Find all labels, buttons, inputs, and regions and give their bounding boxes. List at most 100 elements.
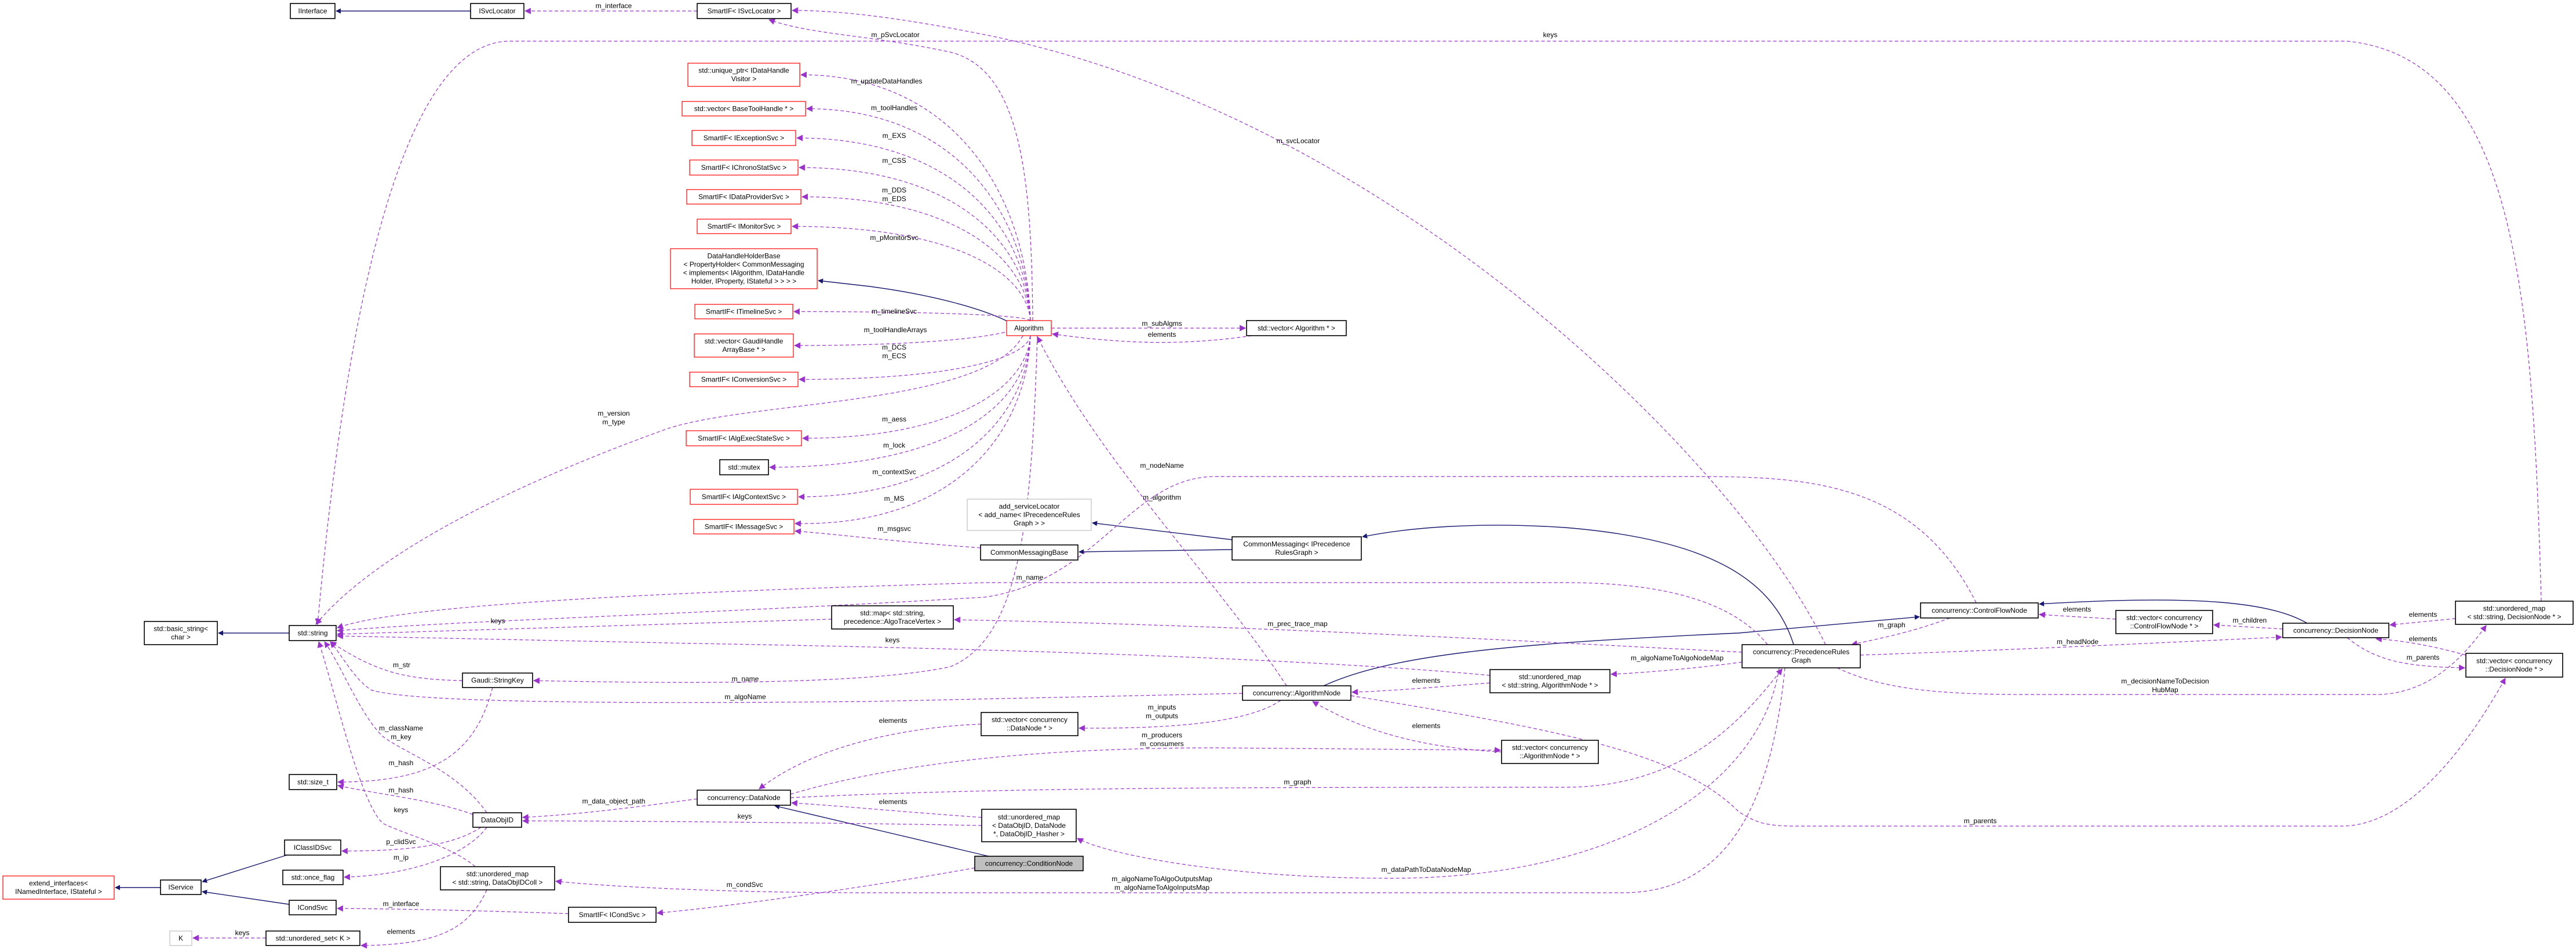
class-node-onceflag[interactable]: std::once_flag — [282, 870, 344, 885]
node-label-line: DataObjID — [481, 816, 513, 824]
class-node-cmbase[interactable]: CommonMessagingBase — [980, 544, 1079, 561]
class-node-condnode[interactable]: concurrency::ConditionNode — [974, 856, 1084, 871]
usage-edge-m-producers — [790, 747, 1502, 795]
edge-label-line: m_outputs — [1146, 712, 1178, 720]
class-node-size-t[interactable]: std::size_t — [289, 774, 337, 790]
edge-label-line: m_algoNameToAlgoOutputsMap — [1112, 875, 1212, 883]
usage-edge-m-name-key — [533, 335, 1038, 684]
class-node-sif-ctx[interactable]: SmartIF< IAlgContextSvc > — [690, 489, 798, 505]
edge-label-line: keys — [394, 806, 409, 814]
node-box — [2455, 601, 2574, 625]
class-node-umap-decision[interactable]: std::unordered_map < std::string, Decisio… — [2455, 601, 2574, 625]
node-label-line: SmartIF< IChronoStatSvc > — [701, 163, 786, 172]
usage-edge-m-interface-cond — [336, 905, 569, 914]
class-node-mutex[interactable]: std::mutex — [719, 459, 769, 475]
class-node-vec-decision[interactable]: std::vector< concurrency::DecisionNode *… — [2465, 653, 2563, 678]
node-box — [470, 3, 524, 19]
class-node-add-svcloc[interactable]: add_serviceLocator < add_name< IPrecedenc… — [967, 499, 1092, 531]
usage-edge-m-css — [798, 164, 1031, 321]
usage-edge-m-updatedatahandles — [800, 71, 1031, 321]
class-node-cm-prg[interactable]: CommonMessaging< IPrecedence RulesGraph > — [1231, 536, 1362, 561]
node-box — [697, 3, 792, 19]
node-label-line: concurrency::ConditionNode — [985, 859, 1073, 867]
class-node-stringkey[interactable]: Gaudi::StringKey — [462, 672, 533, 688]
node-box — [1920, 602, 2039, 619]
class-node-sif-conv[interactable]: SmartIF< IConversionSvc > — [689, 372, 799, 387]
class-node-icondsvc[interactable]: ICondSvc — [289, 900, 337, 915]
node-label-line: SmartIF< IConversionSvc > — [701, 375, 786, 383]
class-node-vec-cfn[interactable]: std::vector< concurrency::ControlFlowNod… — [2115, 610, 2213, 634]
inheritance-edge — [1362, 525, 1794, 645]
class-node-vec-toolhandle[interactable]: std::vector< BaseToolHandle * > — [682, 101, 806, 117]
class-node-sif-monitor[interactable]: SmartIF< IMonitorSvc > — [697, 219, 792, 234]
node-label-line: SmartIF< IDataProviderSvc > — [698, 192, 789, 201]
node-box — [693, 519, 795, 535]
usage-edge-m-algorithm — [1037, 336, 1287, 686]
node-box — [440, 866, 555, 890]
node-label-line: ::ControlFlowNode * > — [2130, 622, 2199, 630]
class-node-sif-exc[interactable]: SmartIF< IExceptionSvc > — [691, 130, 796, 146]
class-node-sif-timeline[interactable]: SmartIF< ITimelineSvc > — [694, 304, 793, 319]
edge-label: m_algoNameToAlgoNodeMap — [1631, 654, 1724, 662]
inheritance-edge — [1092, 521, 1233, 540]
class-node-dataobjid[interactable]: DataObjID — [472, 812, 522, 828]
edge-label-line: m_version — [597, 409, 629, 417]
class-node-basic-string[interactable]: std::basic_string< char > — [144, 621, 218, 645]
edge-label: m_timelineSvc — [872, 307, 917, 315]
class-node-sif-aess[interactable]: SmartIF< IAlgExecStateSvc > — [686, 430, 802, 446]
edge-label-line: m_DCS — [882, 343, 906, 351]
class-node-umap-algnode[interactable]: std::unordered_map < std::string, Algorit… — [1489, 669, 1611, 693]
edge-label-line: elements — [2409, 635, 2437, 643]
usage-edge-m-algonamemaps — [555, 667, 1786, 893]
edge-label: m_inputs m_outputs — [1146, 703, 1178, 720]
node-label-line: SmartIF< IAlgContextSvc > — [702, 493, 786, 501]
class-node-dhhb[interactable]: DataHandleHolderBase < PropertyHolder< Co… — [670, 248, 818, 289]
node-label-line: Graph > > — [1014, 519, 1045, 527]
class-node-isvclocator[interactable]: ISvcLocator — [470, 3, 524, 19]
usage-edge-elements-vec-datanode — [759, 723, 982, 790]
class-node-sif-msg[interactable]: SmartIF< IMessageSvc > — [693, 519, 795, 535]
class-node-decision[interactable]: concurrency::DecisionNode — [2282, 623, 2389, 638]
class-node-iservice[interactable]: IService — [160, 879, 202, 895]
node-label-line: < DataObjID, DataNode — [992, 821, 1066, 830]
class-node-smartif-svcloc[interactable]: SmartIF< ISvcLocator > — [697, 3, 792, 19]
class-node-cfn[interactable]: concurrency::ControlFlowNode — [1920, 602, 2039, 619]
class-node-prg[interactable]: concurrency::PrecedenceRules Graph — [1741, 644, 1861, 668]
edge-label-line: m_pSvcLocator — [871, 31, 919, 39]
class-node-k[interactable]: K — [169, 930, 192, 946]
class-node-algnode[interactable]: concurrency::AlgorithmNode — [1242, 685, 1351, 701]
class-node-string[interactable]: std::string — [289, 625, 337, 641]
class-node-map-trace[interactable]: std::map< std::string, precedence::AlgoTr… — [831, 605, 954, 630]
class-node-uset-k[interactable]: std::unordered_set< K > — [265, 930, 360, 946]
edge-label: m_hash — [389, 786, 414, 794]
class-node-umap-dataobjid[interactable]: std::unordered_map < DataObjID, DataNode *… — [981, 809, 1077, 842]
class-node-sif-cond[interactable]: SmartIF< ICondSvc > — [568, 907, 657, 923]
edge-label-line: m_key — [391, 733, 411, 741]
node-label-line: Gaudi::StringKey — [471, 676, 524, 684]
class-node-algorithm[interactable]: Algorithm — [1006, 320, 1052, 336]
class-node-iinterface[interactable]: IInterface — [290, 3, 336, 19]
class-node-sif-dataprov[interactable]: SmartIF< IDataProviderSvc > — [686, 189, 801, 205]
class-node-iclassid[interactable]: IClassIDSvc — [284, 839, 341, 856]
node-box — [1246, 320, 1347, 336]
class-node-extend[interactable]: extend_interfaces< INamedInterface, IStat… — [2, 875, 115, 900]
node-label-line: Holder, IProperty, IStateful > > > > — [691, 277, 796, 285]
class-node-datanode[interactable]: concurrency::DataNode — [697, 790, 791, 806]
node-label: std::unordered_set< K > — [276, 934, 351, 942]
edge-label: m_algorithm — [1143, 493, 1181, 501]
class-node-vec-datanode[interactable]: std::vector< concurrency::DataNode * > — [981, 712, 1079, 736]
class-node-umap-coll[interactable]: std::unordered_map < std::string, DataObj… — [440, 866, 555, 890]
edge-label: m_graph — [1878, 621, 1905, 629]
node-label: std::map< std::string, precedence::AlgoTr… — [844, 609, 941, 626]
class-node-sif-chrono[interactable]: SmartIF< IChronoStatSvc > — [689, 159, 799, 176]
node-box — [289, 774, 337, 790]
edge-label-line: m_subAlgms — [1142, 319, 1182, 328]
node-label: Gaudi::StringKey — [471, 676, 524, 684]
class-node-uptr-visitor[interactable]: std::unique_ptr< IDataHandle Visitor > — [687, 63, 800, 87]
node-box — [282, 870, 344, 885]
node-box — [1006, 320, 1052, 336]
class-node-vec-alg[interactable]: std::vector< Algorithm * > — [1246, 320, 1347, 336]
class-node-vec-algnode[interactable]: std::vector< concurrency::AlgorithmNode … — [1501, 740, 1599, 764]
class-node-vec-gaudiarr[interactable]: std::vector< GaudiHandle ArrayBase * > — [694, 333, 794, 358]
